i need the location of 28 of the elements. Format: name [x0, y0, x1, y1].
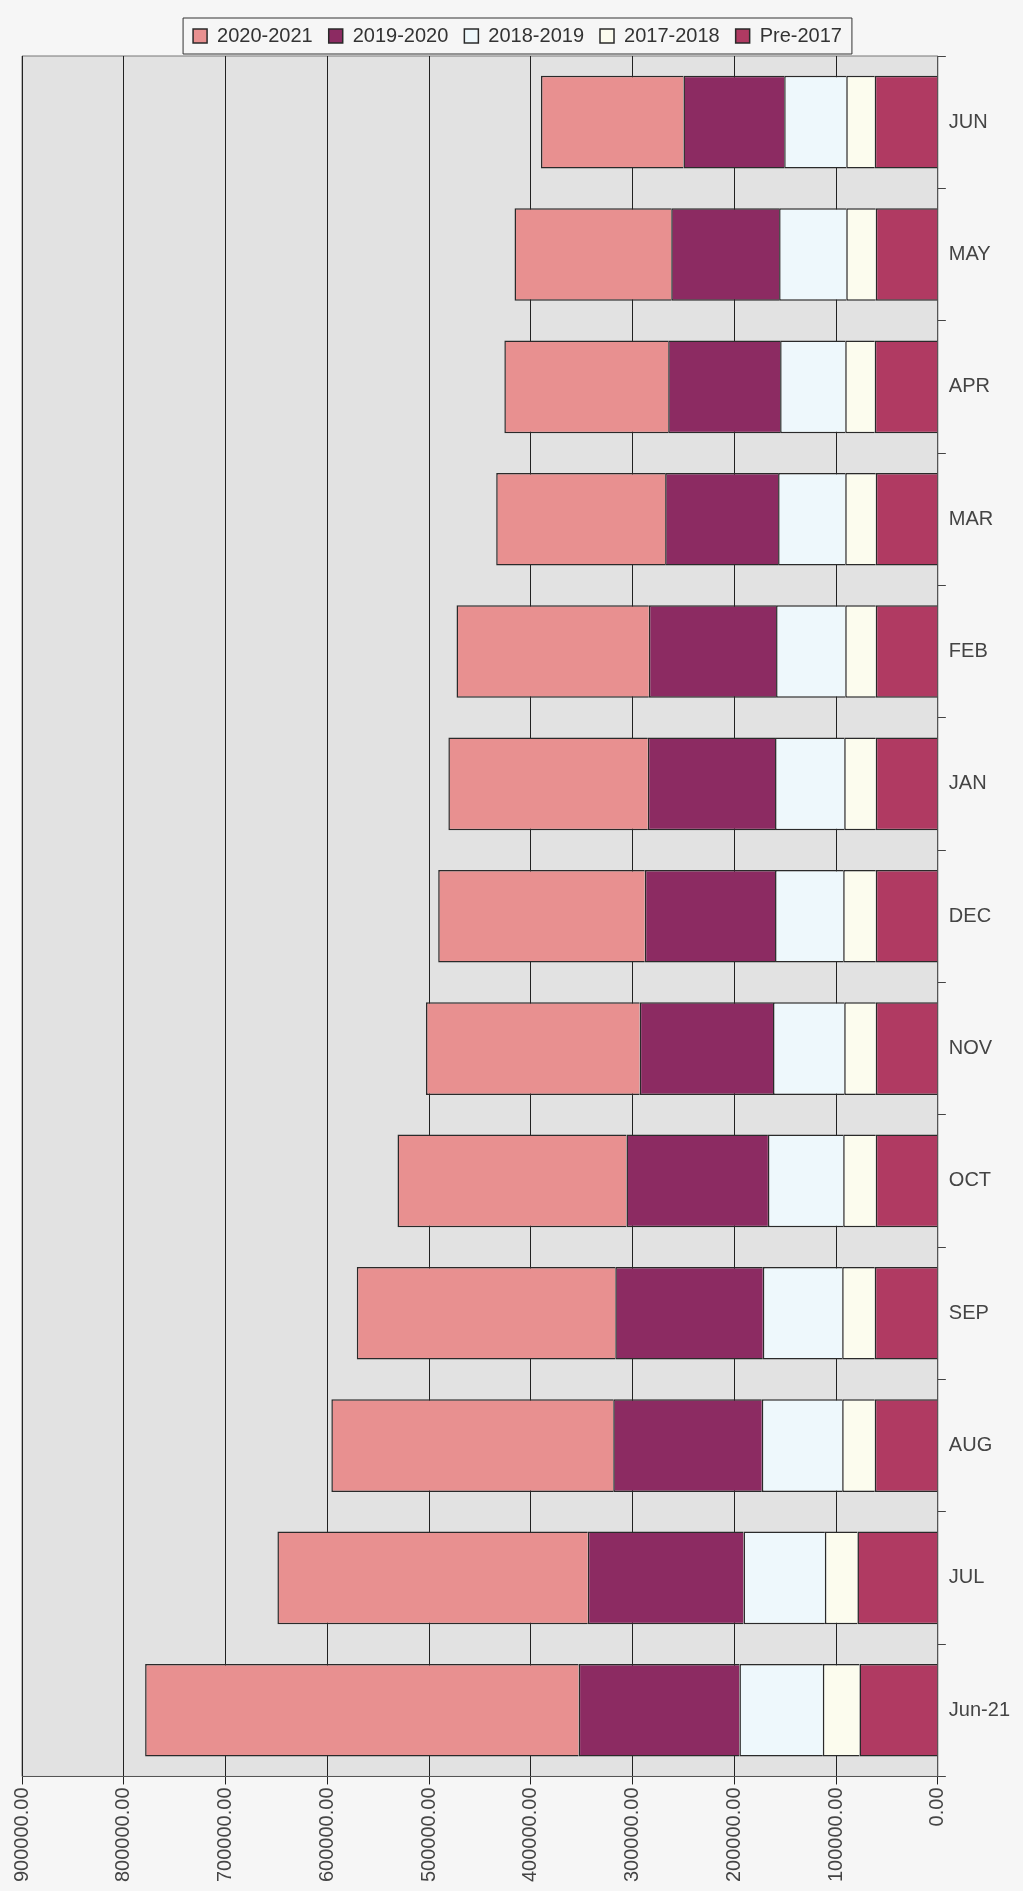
y-tick-label: JUL — [948, 1565, 985, 1588]
legend-label: Pre-2017 — [759, 23, 842, 46]
legend-label: 2018-2019 — [488, 23, 585, 46]
y-tick-label: MAR — [948, 506, 994, 529]
x-tick-label: 600000.00 — [314, 1787, 337, 1883]
y-tick-label: MAY — [948, 242, 991, 265]
y-tick-label: JUN — [948, 109, 988, 132]
legend-label: 2020-2021 — [217, 23, 313, 46]
y-tick-label: Jun-21 — [948, 1697, 1010, 1720]
x-tick-label: 0.00 — [925, 1787, 948, 1827]
x-tick-label: 900000.00 — [9, 1787, 32, 1883]
legend-label: 2017-2018 — [624, 23, 720, 46]
legend-label: 2019-2020 — [352, 23, 449, 46]
y-tick-label: OCT — [948, 1168, 992, 1191]
x-tick-label: 200000.00 — [721, 1787, 744, 1883]
x-tick-label: 800000.00 — [111, 1787, 134, 1883]
x-tick-label: 400000.00 — [518, 1787, 541, 1883]
y-tick-label: AUG — [948, 1433, 993, 1456]
y-tick-label: JAN — [948, 771, 987, 794]
y-tick-label: FEB — [948, 639, 988, 662]
x-tick-label: 100000.00 — [823, 1787, 846, 1883]
y-tick-label: SEP — [948, 1300, 989, 1323]
y-tick-label: NOV — [948, 1036, 993, 1059]
x-tick-label: 500000.00 — [416, 1787, 439, 1883]
x-tick-label: 700000.00 — [213, 1787, 236, 1883]
x-tick-label: 300000.00 — [620, 1787, 643, 1883]
y-tick-label: APR — [948, 374, 990, 397]
y-tick-label: DEC — [948, 903, 992, 926]
